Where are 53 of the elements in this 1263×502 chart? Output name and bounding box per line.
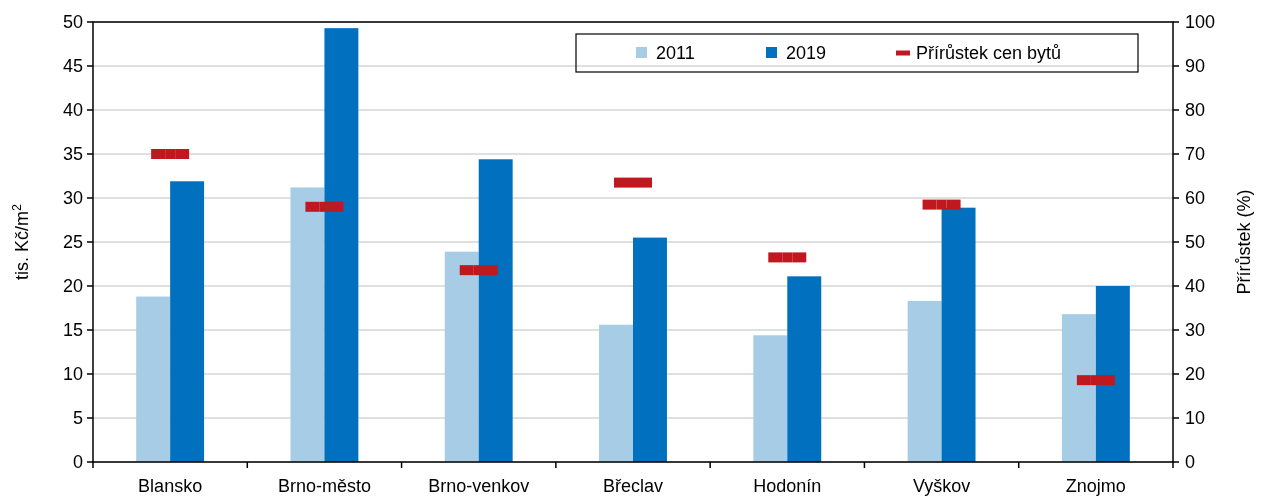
x-tick-label: Vyškov — [912, 476, 971, 496]
y-tick-label: 5 — [72, 408, 83, 429]
bar — [136, 296, 171, 462]
y-tick-label: 25 — [62, 232, 83, 253]
bar — [907, 300, 942, 462]
y-tick-label: 20 — [62, 276, 83, 297]
y2-tick-label: 40 — [1185, 276, 1206, 297]
bar — [753, 335, 788, 462]
point — [319, 201, 330, 212]
point — [473, 265, 484, 276]
y2-tick-label: 10 — [1185, 408, 1206, 429]
y2-tick-label: 60 — [1185, 188, 1206, 209]
y-tick-label: 50 — [62, 12, 83, 33]
y-tick-label: 35 — [62, 144, 83, 165]
y2-tick-label: 50 — [1185, 232, 1206, 253]
bar — [170, 181, 205, 462]
y2-tick-label: 0 — [1185, 452, 1196, 473]
point — [165, 149, 176, 159]
y-tick-label: 15 — [62, 320, 83, 341]
point — [936, 199, 947, 210]
y2-axis-title: Přírůstek (%) — [1234, 189, 1254, 295]
x-tick-label: Brno-město — [277, 476, 371, 496]
bar — [599, 324, 633, 462]
bar — [633, 237, 667, 462]
point — [1090, 375, 1101, 386]
bar — [1095, 286, 1130, 462]
y2-tick-label: 70 — [1185, 144, 1206, 165]
bar — [941, 207, 976, 462]
y-tick-label: 10 — [62, 364, 83, 385]
bar — [478, 159, 513, 462]
y2-tick-label: 100 — [1185, 12, 1216, 33]
y2-tick-label: 20 — [1185, 364, 1206, 385]
x-tick-label: Brno-venkov — [428, 476, 530, 496]
y2-tick-label: 30 — [1185, 320, 1206, 341]
bar — [1061, 314, 1096, 462]
x-tick-label: Znojmo — [1065, 476, 1126, 496]
y-tick-label: 45 — [62, 56, 83, 77]
x-tick-label: Břeclav — [602, 476, 664, 496]
bar — [290, 187, 325, 462]
y2-tick-label: 90 — [1185, 56, 1206, 77]
y-tick-label: 0 — [72, 452, 83, 473]
legend-label: Přírůstek cen bytů — [916, 43, 1062, 64]
y-tick-label: 40 — [62, 100, 83, 121]
legend-label: 2019 — [786, 43, 827, 64]
bar — [787, 276, 822, 462]
legend-label: 2011 — [656, 43, 695, 64]
y2-tick-label: 80 — [1185, 100, 1206, 121]
x-tick-label: Blansko — [138, 476, 203, 496]
point — [782, 252, 793, 263]
bar — [444, 251, 479, 462]
y-tick-label: 30 — [62, 188, 83, 209]
bar — [324, 28, 359, 462]
x-tick-label: Hodonín — [753, 476, 822, 496]
